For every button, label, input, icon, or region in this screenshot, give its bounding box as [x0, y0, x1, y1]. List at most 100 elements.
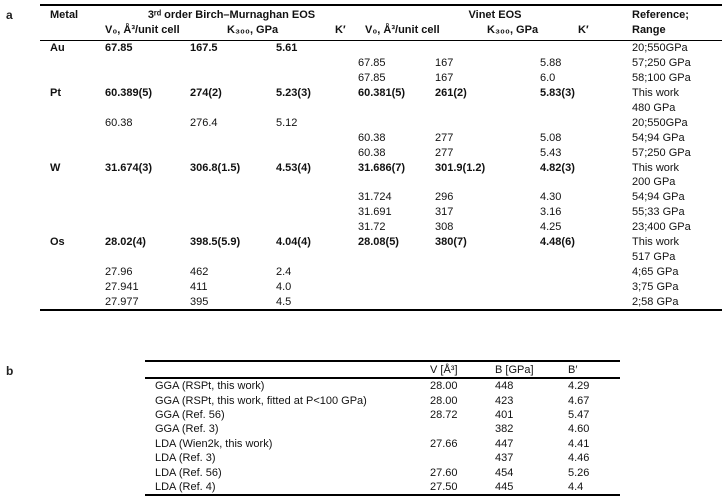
cell-volume: 27.66: [430, 437, 458, 450]
table-row: GGA (Ref. 56) 28.72 401 5.47: [145, 408, 620, 422]
cell-bulk-modulus: 382: [495, 423, 514, 436]
cell-vinet-k300: 308: [435, 221, 454, 234]
table-row: 480 GPa: [40, 101, 722, 116]
cell-vinet-v0: 31.691: [358, 206, 392, 219]
table-row: 60.38 277 5.08 54;94 GPa: [40, 130, 722, 145]
table-row: GGA (Ref. 3) 382 4.60: [145, 422, 620, 436]
table-row: LDA (Ref. 56) 27.60 454 5.26: [145, 465, 620, 479]
cell-volume: 28.00: [430, 380, 458, 393]
cell-reference: 55;33 GPa: [632, 206, 685, 219]
cell-vinet-kprime: 5.08: [540, 131, 562, 144]
cell-vinet-k300: 277: [435, 131, 454, 144]
cell-bulk-modulus: 445: [495, 480, 514, 493]
table-row: 67.85 167 6.0 58;100 GPa: [40, 71, 722, 86]
cell-method-label: LDA (Wien2k, this work): [155, 437, 273, 450]
table-row: Pt 60.389(5) 274(2) 5.23(3) 60.381(5) 26…: [40, 86, 722, 101]
cell-vinet-k300: 167: [435, 72, 454, 85]
cell-method-label: GGA (Ref. 56): [155, 408, 225, 421]
cell-bm-v0: 67.85: [105, 42, 133, 55]
cell-method-label: LDA (Ref. 4): [155, 480, 216, 493]
cell-method-label: LDA (Ref. 56): [155, 466, 222, 479]
cell-metal: Os: [50, 236, 65, 249]
table-row: GGA (RSPt, this work) 28.00 448 4.29: [145, 379, 620, 393]
eos-table-header: Metal 3ʳᵈ order Birch–Murnaghan EOS Vine…: [40, 6, 722, 41]
subheader-v0-bm: V₀, Å³/unit cell: [105, 24, 180, 36]
cell-bm-kprime: 4.0: [276, 280, 292, 293]
cell-vinet-kprime: 5.43: [540, 146, 562, 159]
cell-vinet-k300: 261(2): [435, 87, 467, 100]
cell-reference: 480 GPa: [632, 102, 676, 114]
cell-bm-kprime: 5.61: [276, 42, 298, 55]
cell-reference: 200 GPa: [632, 176, 676, 189]
cell-bm-k300: 462: [190, 265, 209, 278]
cell-vinet-v0: 60.38: [358, 146, 386, 159]
cell-bm-k300: 411: [190, 280, 208, 293]
cell-bulk-modulus: 448: [495, 380, 514, 393]
cell-reference: 2;58 GPa: [632, 295, 679, 308]
cell-reference: 3;75 GPa: [632, 280, 679, 293]
cell-bulk-modulus: 454: [495, 466, 514, 479]
table-row: W 31.674(3) 306.8(1.5) 4.53(4) 31.686(7)…: [40, 160, 722, 175]
table-row: 60.38 276.4 5.12 20;550GPa: [40, 115, 722, 130]
cell-vinet-kprime: 5.88: [540, 57, 562, 70]
cell-bm-kprime: 4.04(4): [276, 236, 311, 249]
cell-volume: 27.50: [430, 480, 458, 493]
dft-table-body: GGA (RSPt, this work) 28.00 448 4.29 GGA…: [145, 379, 620, 494]
cell-reference: 57;250 GPa: [632, 146, 691, 159]
cell-vinet-v0: 31.72: [358, 221, 386, 234]
table-row: 31.691 317 3.16 55;33 GPa: [40, 205, 722, 220]
cell-bprime: 5.47: [568, 408, 590, 421]
subheader-kprime-vinet: K′: [578, 24, 589, 36]
cell-reference: 54;94 GPa: [632, 131, 685, 144]
cell-bm-v0: 60.389(5): [105, 87, 153, 100]
table-row: 27.941 411 4.0 3;75 GPa: [40, 279, 722, 294]
header-birch-murnaghan-group: 3ʳᵈ order Birch–Murnaghan EOS: [147, 8, 316, 21]
cell-reference: 4;65 GPa: [632, 265, 679, 278]
cell-vinet-k300: 380(7): [435, 236, 467, 249]
table-row: LDA (Wien2k, this work) 27.66 447 4.41: [145, 437, 620, 451]
cell-bm-k300: 395: [190, 295, 209, 308]
table-row: LDA (Ref. 4) 27.50 445 4.4: [145, 480, 620, 494]
dft-table: V [Å³] B [GPa] B′ GGA (RSPt, this work) …: [145, 360, 620, 497]
cell-vinet-kprime: 4.48(6): [540, 236, 575, 249]
cell-bm-k300: 167.5: [190, 42, 218, 55]
cell-bm-k300: 306.8(1.5): [190, 161, 241, 174]
table-row: 517 GPa: [40, 249, 722, 264]
cell-metal: W: [50, 161, 61, 174]
cell-bm-v0: 27.96: [105, 265, 133, 278]
cell-vinet-k300: 317: [435, 206, 454, 219]
cell-bulk-modulus: 401: [495, 408, 514, 421]
table-row: 31.72 308 4.25 23;400 GPa: [40, 220, 722, 235]
cell-method-label: GGA (Ref. 3): [155, 423, 219, 436]
cell-vinet-v0: 67.85: [358, 57, 386, 70]
subheader-v0-vinet: V₀, Å³/unit cell: [365, 24, 440, 36]
cell-method-label: GGA (RSPt, this work): [155, 380, 265, 393]
cell-bulk-modulus: 447: [495, 437, 514, 450]
cell-vinet-v0: 28.08(5): [358, 236, 399, 249]
cell-bm-k300: 398.5(5.9): [190, 236, 241, 249]
panel-label-a: a: [6, 8, 13, 22]
cell-reference: 20;550GPa: [632, 116, 688, 129]
cell-vinet-v0: 31.686(7): [358, 161, 406, 174]
cell-vinet-kprime: 4.30: [540, 191, 562, 204]
table-row: 27.96 462 2.4 4;65 GPa: [40, 264, 722, 279]
cell-method-label: GGA (RSPt, this work, fitted at P<100 GP…: [155, 394, 367, 407]
subheader-k300-vinet: K₃₀₀, GPa: [487, 24, 539, 36]
subheader-range: Range: [632, 24, 666, 36]
cell-metal: Pt: [50, 87, 61, 100]
table-row: LDA (Ref. 3) 437 4.46: [145, 451, 620, 465]
cell-bulk-modulus: 437: [495, 452, 514, 465]
cell-bprime: 4.46: [568, 452, 590, 465]
cell-bm-kprime: 4.5: [276, 295, 292, 308]
cell-bm-kprime: 5.23(3): [276, 87, 311, 100]
cell-bprime: 4.4: [568, 480, 584, 493]
header-bprime: B′: [568, 363, 578, 376]
eos-table: Metal 3ʳᵈ order Birch–Murnaghan EOS Vine…: [40, 4, 722, 312]
table-row: Au 67.85 167.5 5.61 20;550GPa: [40, 41, 722, 56]
cell-method-label: LDA (Ref. 3): [155, 452, 216, 465]
header-bulk-modulus: B [GPa]: [495, 363, 534, 376]
cell-vinet-k300: 167: [435, 57, 454, 70]
header-reference: Reference;: [632, 8, 689, 21]
cell-reference: This work: [632, 236, 680, 249]
panel-label-b: b: [6, 364, 14, 378]
